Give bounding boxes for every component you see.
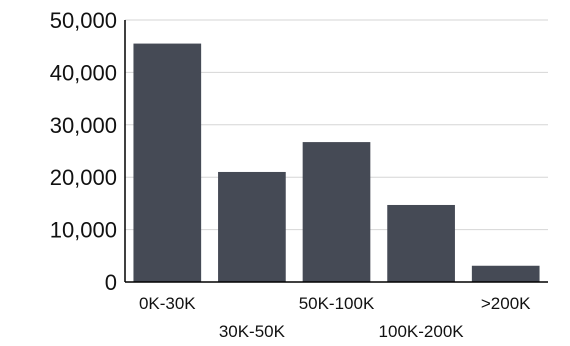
y-tick-label: 10,000 [50, 218, 117, 243]
bar [471, 265, 540, 282]
bar [218, 171, 286, 282]
bar [133, 43, 202, 282]
y-tick-label: 50,000 [50, 8, 117, 33]
y-tick-label: 20,000 [50, 165, 117, 190]
x-tick-label: 30K-50K [219, 322, 286, 341]
y-tick-label: 0 [105, 270, 117, 295]
axes [124, 20, 548, 283]
y-tick-labels: 0 10,000 20,000 30,000 40,000 50,000 [50, 8, 117, 295]
bar [387, 204, 455, 282]
x-tick-label: 0K-30K [139, 294, 196, 313]
bars [133, 43, 540, 282]
y-tick-label: 40,000 [50, 60, 117, 85]
x-tick-label: 100K-200K [379, 322, 465, 341]
x-tick-label: >200K [481, 294, 531, 313]
bar [302, 142, 371, 282]
y-tick-label: 30,000 [50, 113, 117, 138]
x-tick-label: 50K-100K [299, 294, 375, 313]
